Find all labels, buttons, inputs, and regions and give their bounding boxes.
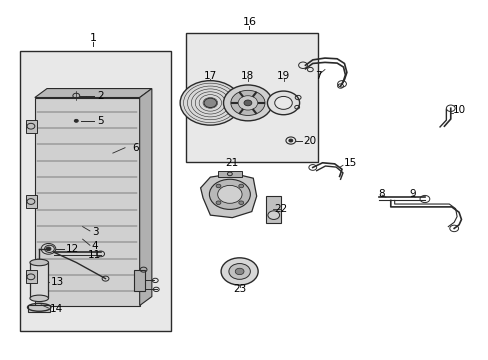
Text: 1: 1 [90,33,97,43]
Ellipse shape [30,295,48,302]
Bar [28,305,50,312]
Circle shape [228,264,250,279]
Circle shape [235,268,244,275]
Text: 6: 6 [132,143,139,153]
Circle shape [221,258,258,285]
Circle shape [267,211,279,220]
Text: 5: 5 [97,116,103,126]
Text: 3: 3 [92,227,98,237]
Circle shape [216,184,221,188]
Text: 23: 23 [232,284,246,294]
Text: 12: 12 [65,244,79,254]
Bar [134,270,144,291]
Bar [20,51,171,330]
Circle shape [238,184,243,188]
Text: 10: 10 [452,105,466,115]
Text: 2: 2 [97,91,103,101]
Bar [26,270,37,283]
Text: 11: 11 [87,250,101,260]
Text: 16: 16 [242,17,256,27]
Ellipse shape [30,259,48,266]
Circle shape [203,98,216,108]
Bar [30,262,48,298]
Circle shape [46,247,51,251]
Circle shape [230,90,264,116]
Bar [185,33,317,162]
Text: 8: 8 [378,189,385,199]
Circle shape [238,96,257,110]
Text: 13: 13 [51,277,64,287]
Text: 20: 20 [303,136,315,146]
Text: 7: 7 [315,71,321,81]
Text: 22: 22 [274,204,287,214]
Text: 9: 9 [408,189,415,199]
Circle shape [217,185,242,203]
Circle shape [216,201,221,204]
Circle shape [274,96,292,109]
Circle shape [74,120,78,122]
Text: 19: 19 [276,71,289,81]
Circle shape [209,179,250,210]
Circle shape [288,139,292,142]
Polygon shape [140,89,152,306]
Circle shape [180,81,240,125]
Text: 14: 14 [49,304,62,314]
Circle shape [238,201,243,204]
Text: 17: 17 [203,71,217,81]
Text: 21: 21 [225,158,239,168]
Bar [217,171,242,177]
Text: 4: 4 [92,241,98,251]
Circle shape [223,85,272,121]
Polygon shape [200,174,256,218]
Bar [266,196,281,223]
Circle shape [267,91,299,115]
Polygon shape [35,89,152,98]
Circle shape [244,100,251,106]
Text: 15: 15 [343,158,356,168]
Polygon shape [35,98,140,306]
Bar [26,195,37,208]
Bar [26,120,37,133]
Text: 18: 18 [241,71,254,81]
